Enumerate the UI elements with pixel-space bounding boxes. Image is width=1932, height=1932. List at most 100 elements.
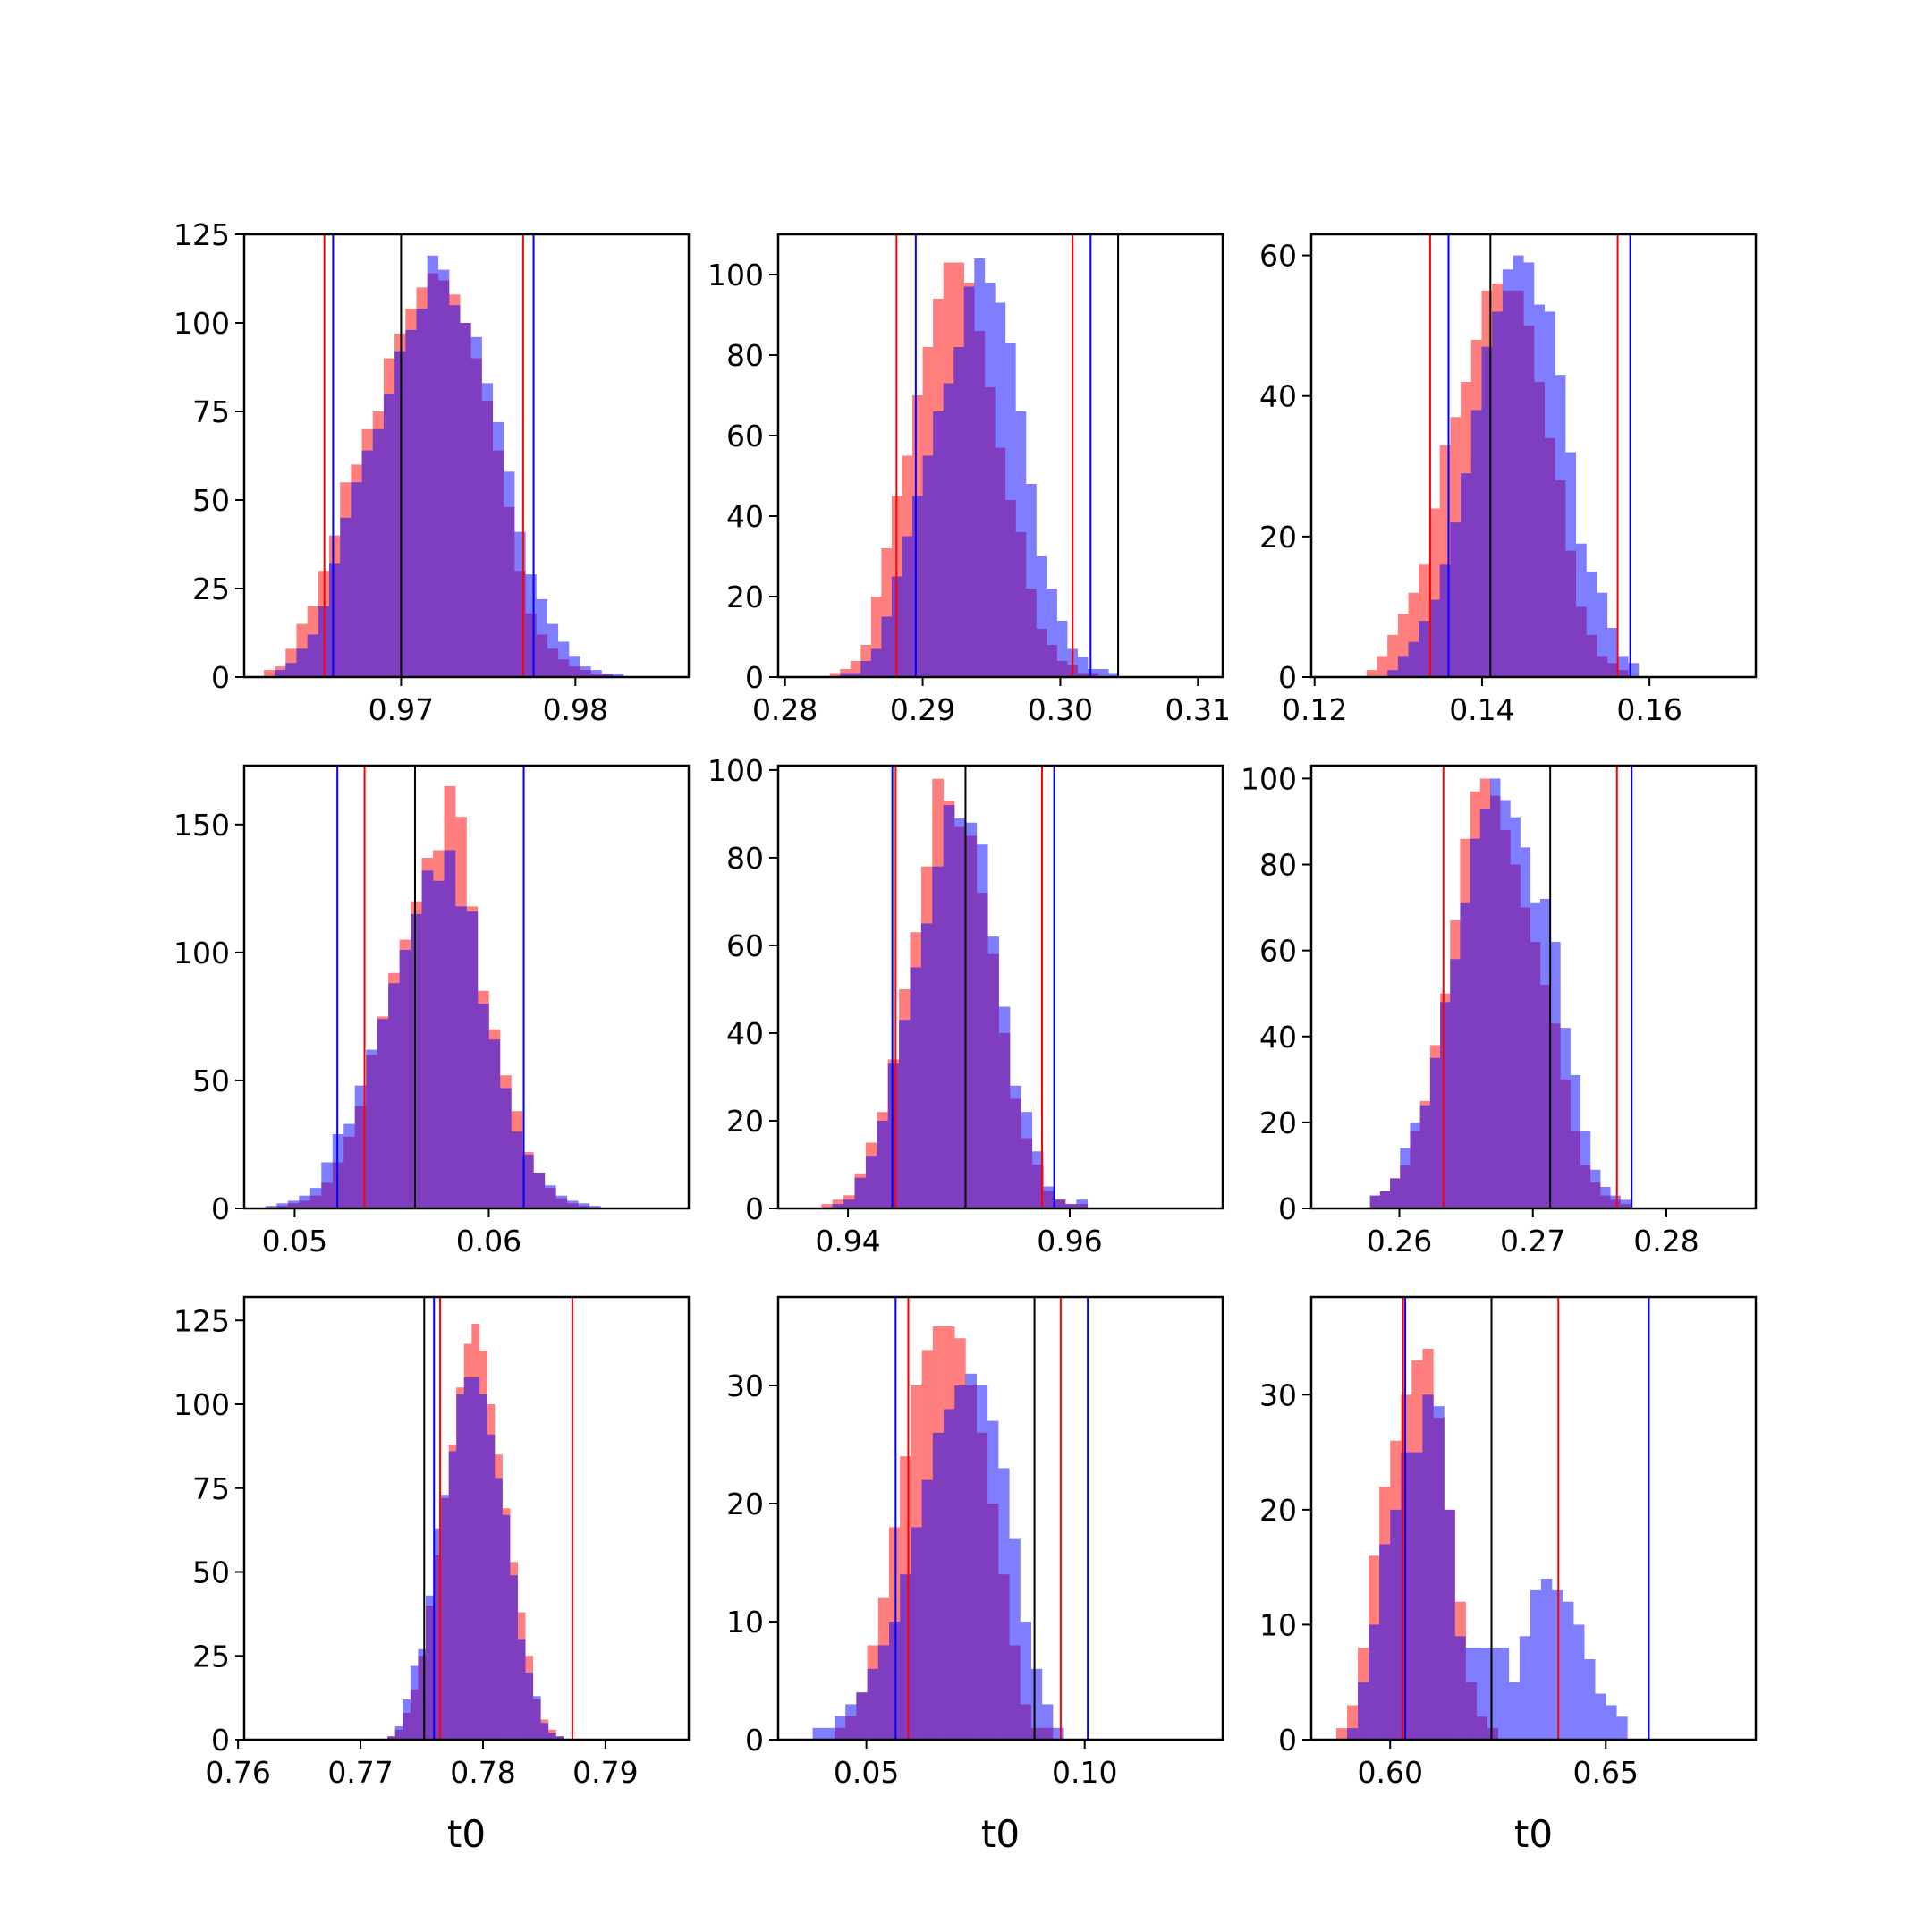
x-tick-label: 0.06 [456, 1224, 521, 1258]
hist-bar [1465, 1648, 1477, 1740]
hist-bar [1440, 1002, 1451, 1208]
hist-bar [832, 1204, 844, 1208]
hist-bar [1020, 1622, 1031, 1740]
hist-bar [900, 1574, 911, 1740]
hist-bar [1595, 1693, 1606, 1740]
hist-bar [494, 1478, 503, 1740]
x-tick-label: 0.94 [815, 1224, 880, 1258]
hist-bar [1108, 673, 1120, 677]
y-tick-label: 0 [211, 1191, 230, 1226]
y-tick-label: 20 [726, 580, 764, 614]
y-tick-label: 0 [745, 660, 764, 695]
hist-bar [1387, 634, 1399, 677]
hist-bar [1573, 1624, 1585, 1740]
hist-bar [1551, 1589, 1563, 1740]
hist-bar [998, 1468, 1010, 1740]
hist-bar [1513, 255, 1524, 677]
hist-bar [566, 1200, 579, 1208]
hist-bar [984, 283, 996, 677]
hist-bar [1487, 1648, 1499, 1740]
hist-bar [1335, 1728, 1348, 1740]
subplot-2: 0.28 0.29 0.30 0.31 0 20 40 60 80 100 [708, 233, 1231, 727]
y-tick-label: 0 [1278, 1191, 1297, 1226]
hist-bar [1379, 1191, 1391, 1208]
hist-bar [1492, 311, 1504, 677]
axes-frame [1309, 1295, 1758, 1741]
hist-bar [547, 623, 559, 677]
hist-bar [1422, 1394, 1434, 1740]
hist-bar [987, 1420, 999, 1740]
hist-bar [1600, 1186, 1611, 1208]
hist-bar [965, 1373, 977, 1740]
hist-bar [387, 1736, 396, 1740]
hist-bar [532, 1696, 541, 1740]
hist-bar [569, 656, 580, 677]
hist-bar [525, 574, 537, 677]
hist-bar [421, 870, 434, 1208]
hist-bar [502, 1514, 511, 1740]
hist-bar [536, 598, 547, 677]
x-tick-label: 0.27 [1500, 1224, 1565, 1258]
hist-bar [456, 1394, 465, 1740]
hist-bar [612, 674, 624, 677]
hist-bar [418, 1648, 427, 1740]
y-tick-label: 60 [726, 419, 764, 453]
hist-bar [394, 351, 406, 677]
subplot-9: 0.60 0.65 0 10 20 30 t0 [1259, 1295, 1758, 1856]
y-tick-label: 75 [192, 394, 230, 429]
hist-bar [276, 1203, 289, 1208]
hist-bar [343, 1123, 356, 1208]
hist-bar [1450, 959, 1461, 1208]
plot-area [1369, 766, 1633, 1208]
hist-bar [1570, 1075, 1581, 1208]
hist-bar [963, 286, 975, 677]
hist-bar [1565, 452, 1577, 677]
hist-bar [366, 1049, 377, 1208]
plot-area [1335, 1297, 1650, 1740]
hist-bar [361, 450, 374, 677]
hist-bar [1450, 522, 1462, 677]
plot-area [829, 234, 1120, 677]
y-tick-label: 20 [1259, 1106, 1297, 1140]
hist-bar [1544, 311, 1555, 677]
hist-bar [954, 1385, 966, 1740]
hist-bar [1411, 1452, 1423, 1740]
hist-bar [965, 822, 978, 1208]
hist-bar [1589, 1169, 1601, 1208]
hist-bar [296, 648, 308, 677]
hist-bar [449, 305, 461, 677]
hist-bar [265, 1206, 277, 1208]
axes-frame [242, 233, 691, 679]
hist-bar [870, 597, 882, 677]
hist-bar [1065, 1204, 1077, 1208]
x-tick-label: 0.14 [1449, 692, 1514, 727]
x-tick-label: 0.12 [1282, 692, 1347, 727]
y-tick-label: 60 [1259, 239, 1297, 274]
hist-bar [850, 673, 861, 677]
histogram-blue [265, 850, 601, 1208]
hist-bar [856, 1692, 868, 1740]
hist-bar [1053, 1727, 1064, 1740]
x-tick-label: 0.78 [450, 1755, 515, 1790]
hist-bar [499, 1088, 512, 1208]
hist-bar [932, 1432, 945, 1740]
hist-bar [1408, 592, 1419, 677]
hist-bar [1476, 1648, 1487, 1740]
y-tick-label: 40 [1259, 379, 1297, 414]
y-tick-label: 20 [726, 1487, 764, 1521]
hist-bar [601, 674, 614, 677]
hist-bar [383, 394, 395, 677]
hist-bar [1397, 656, 1409, 677]
axes-frame [776, 233, 1224, 679]
hist-bar [1377, 656, 1388, 677]
hist-bar [1043, 1186, 1055, 1208]
y-tick-label: 50 [192, 1063, 230, 1098]
hist-bar [922, 455, 934, 677]
hist-bar [974, 258, 986, 677]
hist-bar [433, 880, 445, 1208]
hist-bar [1610, 1195, 1621, 1208]
hist-bar [525, 1673, 534, 1740]
y-tick-label: 10 [1259, 1607, 1297, 1642]
subplot-8: 0.05 0.10 0 10 20 30 t0 [726, 1295, 1224, 1856]
